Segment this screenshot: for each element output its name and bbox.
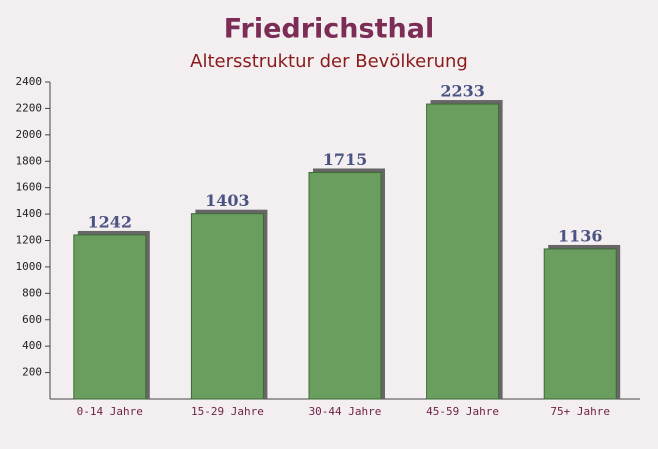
y-tick-label: 200: [22, 366, 42, 379]
bar: [543, 248, 617, 400]
bar: [190, 213, 264, 400]
y-tick-label: 2000: [16, 128, 43, 141]
bar: [73, 234, 147, 400]
x-tick-label: 15-29 Jahre: [191, 405, 264, 418]
y-tick-label: 400: [22, 339, 42, 352]
y-tick-label: 1000: [16, 260, 43, 273]
value-label: 1403: [205, 191, 250, 210]
x-tick-label: 30-44 Jahre: [309, 405, 382, 418]
value-label: 2233: [440, 82, 485, 101]
y-tick-label: 1400: [16, 207, 43, 220]
value-label: 1715: [323, 150, 368, 169]
y-tick-label: 800: [22, 286, 42, 299]
value-label: 1136: [558, 226, 603, 245]
bar: [308, 171, 382, 400]
value-label: 1242: [88, 212, 133, 231]
y-tick-label: 1200: [16, 234, 43, 247]
y-tick-label: 2400: [16, 75, 43, 88]
x-tick-label: 75+ Jahre: [550, 405, 610, 418]
y-tick-label: 2200: [16, 101, 43, 114]
y-tick-label: 1600: [16, 181, 43, 194]
bar: [426, 103, 500, 400]
x-tick-label: 0-14 Jahre: [77, 405, 143, 418]
chart-title: Friedrichsthal: [224, 14, 434, 45]
x-tick-label: 45-59 Jahre: [426, 405, 499, 418]
chart-subtitle: Altersstruktur der Bevölkerung: [190, 51, 468, 72]
y-tick-label: 600: [22, 313, 42, 326]
y-tick-label: 1800: [16, 154, 43, 167]
